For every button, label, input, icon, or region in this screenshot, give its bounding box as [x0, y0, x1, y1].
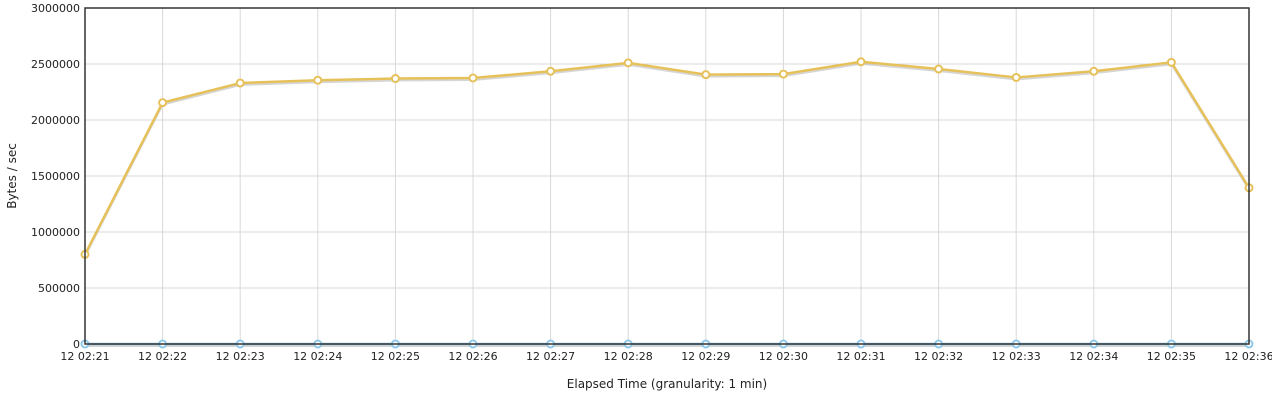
y-tick-label: 2000000 [31, 114, 80, 127]
x-tick-label: 12 02:35 [1147, 350, 1196, 363]
data-point [1011, 72, 1021, 82]
y-tick-label: 1500000 [31, 170, 80, 183]
x-tick-label: 12 02:29 [681, 350, 730, 363]
data-point [934, 64, 944, 74]
x-tick-label: 12 02:32 [914, 350, 963, 363]
x-tick-label: 12 02:33 [992, 350, 1041, 363]
grid-lines [84, 7, 1250, 345]
x-tick-label: 12 02:25 [371, 350, 420, 363]
series-line [83, 60, 1251, 255]
x-tick-label: 12 02:28 [604, 350, 653, 363]
data-point [158, 98, 168, 108]
x-tick-label: 12 02:26 [448, 350, 497, 363]
data-point [623, 58, 633, 68]
x-tick-label: 12 02:30 [759, 350, 808, 363]
x-tick-label: 12 02:36 [1224, 350, 1272, 363]
data-point [856, 57, 866, 67]
data-point [1089, 66, 1099, 76]
data-point [313, 75, 323, 85]
x-axis-ticks: 12 02:21 12 02:22 12 02:23 12 02:24 12 02:25… [60, 350, 1272, 363]
x-tick-label: 12 02:22 [138, 350, 187, 363]
series-layer [80, 57, 1254, 349]
data-point [701, 70, 711, 80]
y-tick-label: 1000000 [31, 226, 80, 239]
y-axis-title: Bytes / sec [5, 143, 19, 209]
x-axis-title: Elapsed Time (granularity: 1 min) [567, 377, 767, 391]
series-shadow-line [84, 62, 1250, 257]
y-axis-ticks: 0 500000 1000000 1500000 2000000 2500000 30000… [31, 2, 80, 351]
data-point [778, 69, 788, 79]
plot-frame [84, 7, 1250, 345]
y-tick-label: 500000 [38, 282, 80, 295]
x-tick-label: 12 02:21 [60, 350, 109, 363]
data-point [390, 74, 400, 84]
data-point [546, 66, 556, 76]
data-point [468, 73, 478, 83]
y-tick-label: 0 [73, 338, 80, 351]
x-tick-label: 12 02:27 [526, 350, 575, 363]
data-point [235, 78, 245, 88]
y-tick-label: 2500000 [31, 58, 80, 71]
y-tick-label: 3000000 [31, 2, 80, 15]
x-tick-label: 12 02:34 [1069, 350, 1118, 363]
x-tick-label: 12 02:31 [836, 350, 885, 363]
x-tick-label: 12 02:24 [293, 350, 342, 363]
x-tick-label: 12 02:23 [216, 350, 265, 363]
data-point [1166, 57, 1176, 67]
